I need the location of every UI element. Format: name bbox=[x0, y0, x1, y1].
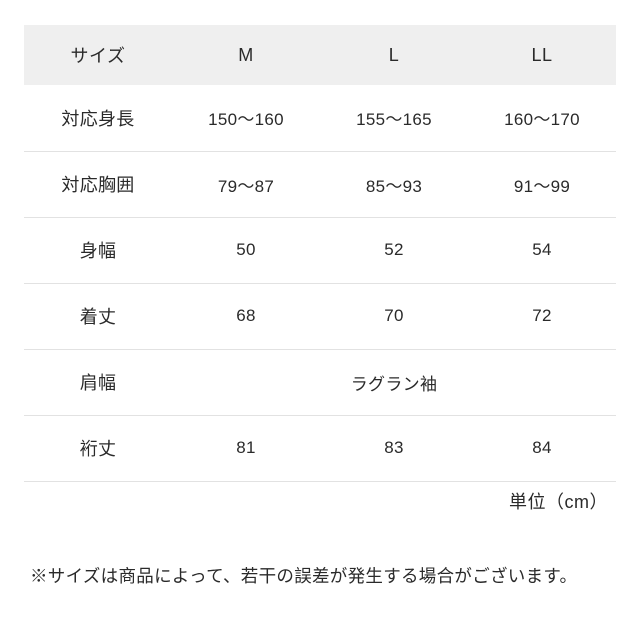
row-label: 対応胸囲 bbox=[24, 151, 172, 217]
row-label: 裄丈 bbox=[24, 415, 172, 481]
cell: 84 bbox=[468, 415, 616, 481]
table-row: 対応胸囲 79～87 85～93 91～99 bbox=[24, 151, 616, 217]
header-row: サイズ M L LL bbox=[24, 25, 616, 85]
cell-span: ラグラン袖 bbox=[172, 349, 616, 415]
table-row: 着丈 68 70 72 bbox=[24, 283, 616, 349]
cell: 54 bbox=[468, 217, 616, 283]
row-label: 肩幅 bbox=[24, 349, 172, 415]
table-row: 対応身長 150～160 155～165 160～170 bbox=[24, 85, 616, 151]
cell: 91～99 bbox=[468, 151, 616, 217]
cell: 70 bbox=[320, 283, 468, 349]
header-size-m: M bbox=[172, 25, 320, 85]
header-label: サイズ bbox=[24, 25, 172, 85]
cell: 52 bbox=[320, 217, 468, 283]
footnote: ※サイズは商品によって、若干の誤差が発生する場合がございます。 bbox=[24, 562, 616, 590]
cell: 85～93 bbox=[320, 151, 468, 217]
size-table: サイズ M L LL 対応身長 150～160 155～165 160～170 … bbox=[24, 25, 616, 482]
cell: 160～170 bbox=[468, 85, 616, 151]
cell: 83 bbox=[320, 415, 468, 481]
cell: 150～160 bbox=[172, 85, 320, 151]
row-label: 対応身長 bbox=[24, 85, 172, 151]
cell: 79～87 bbox=[172, 151, 320, 217]
row-label: 着丈 bbox=[24, 283, 172, 349]
cell: 155～165 bbox=[320, 85, 468, 151]
table-row: 肩幅 ラグラン袖 bbox=[24, 349, 616, 415]
cell: 81 bbox=[172, 415, 320, 481]
row-label: 身幅 bbox=[24, 217, 172, 283]
header-size-ll: LL bbox=[468, 25, 616, 85]
header-size-l: L bbox=[320, 25, 468, 85]
table-row: 裄丈 81 83 84 bbox=[24, 415, 616, 481]
table-row: 身幅 50 52 54 bbox=[24, 217, 616, 283]
cell: 68 bbox=[172, 283, 320, 349]
unit-label: 単位（cm） bbox=[24, 482, 616, 514]
cell: 50 bbox=[172, 217, 320, 283]
cell: 72 bbox=[468, 283, 616, 349]
size-chart-container: サイズ M L LL 対応身長 150～160 155～165 160～170 … bbox=[0, 0, 640, 590]
